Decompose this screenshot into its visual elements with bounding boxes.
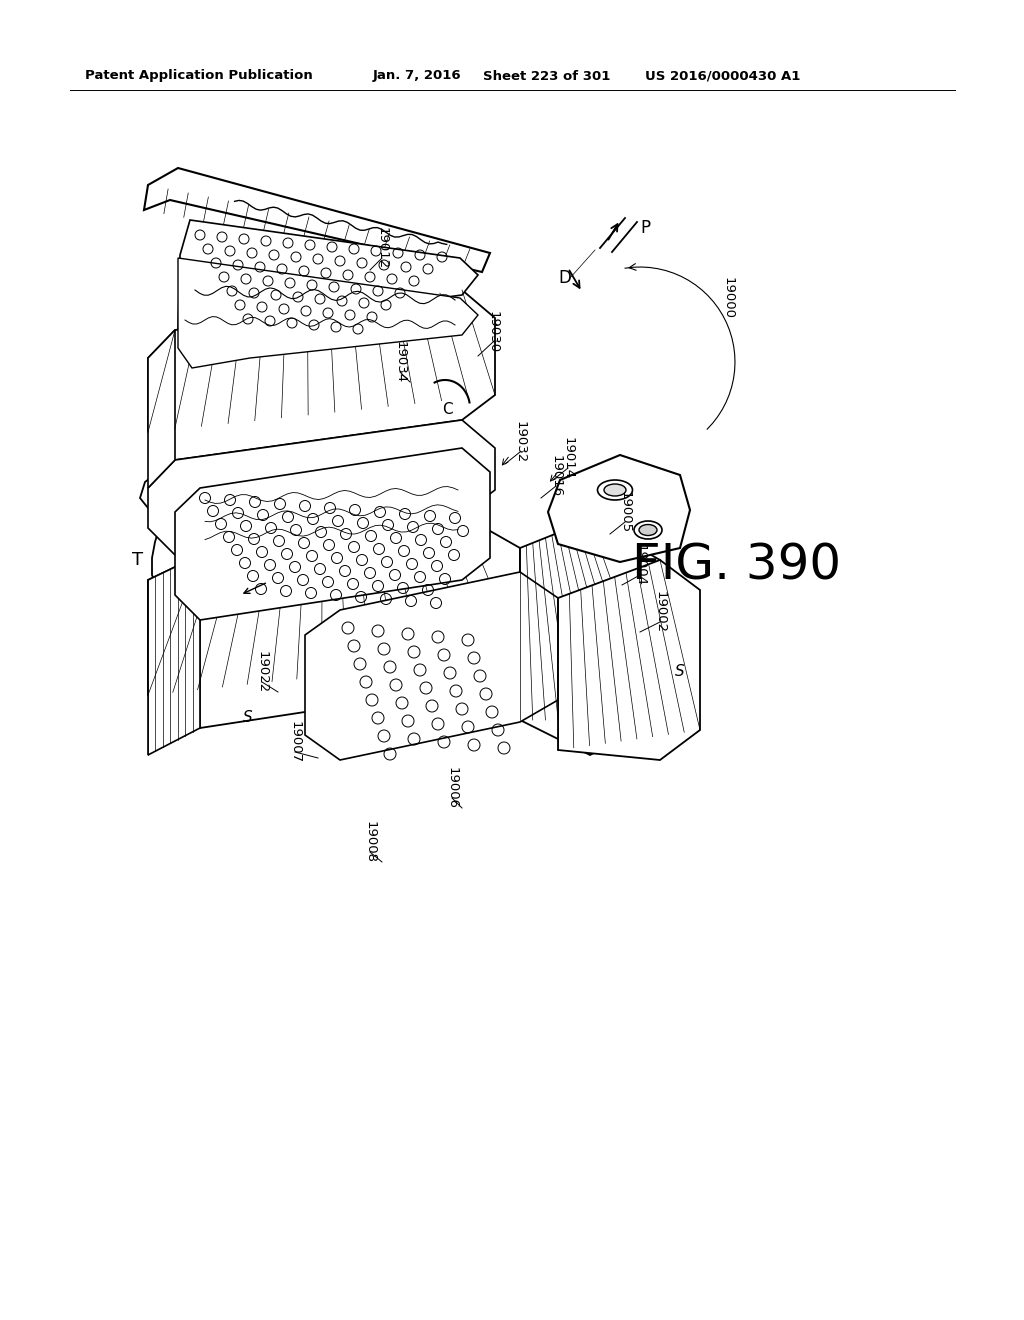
- Polygon shape: [178, 257, 478, 368]
- Polygon shape: [305, 572, 558, 760]
- Ellipse shape: [639, 524, 657, 536]
- Text: 19016: 19016: [550, 455, 562, 498]
- Text: 19032: 19032: [513, 421, 526, 463]
- Text: 19005: 19005: [618, 491, 632, 533]
- Text: 19004: 19004: [634, 544, 646, 586]
- Text: D: D: [558, 269, 570, 286]
- Text: C: C: [441, 403, 453, 417]
- Text: S: S: [243, 710, 253, 726]
- Text: Patent Application Publication: Patent Application Publication: [85, 70, 312, 82]
- Polygon shape: [140, 470, 365, 667]
- Text: 19022: 19022: [256, 651, 268, 693]
- Text: Jan. 7, 2016: Jan. 7, 2016: [373, 70, 462, 82]
- Text: 19034: 19034: [393, 341, 407, 383]
- Text: P: P: [640, 219, 650, 238]
- Text: Sheet 223 of 301: Sheet 223 of 301: [483, 70, 610, 82]
- Text: 19008: 19008: [364, 821, 377, 863]
- Polygon shape: [548, 455, 690, 562]
- Text: 19007: 19007: [289, 721, 301, 763]
- Polygon shape: [148, 290, 495, 459]
- Polygon shape: [148, 554, 200, 755]
- Text: 19000: 19000: [722, 277, 734, 319]
- Polygon shape: [178, 220, 478, 348]
- Polygon shape: [144, 168, 490, 272]
- Text: US 2016/0000430 A1: US 2016/0000430 A1: [645, 70, 801, 82]
- Polygon shape: [148, 330, 175, 488]
- Text: S: S: [675, 664, 685, 680]
- Polygon shape: [520, 520, 660, 755]
- Ellipse shape: [604, 484, 626, 496]
- Polygon shape: [175, 447, 490, 620]
- Text: 19006: 19006: [445, 767, 459, 809]
- Text: FIG. 390: FIG. 390: [632, 541, 841, 589]
- Text: 19012: 19012: [376, 227, 388, 269]
- Text: T: T: [132, 550, 143, 569]
- Polygon shape: [148, 515, 520, 729]
- Text: 19030: 19030: [486, 312, 500, 352]
- Ellipse shape: [597, 480, 633, 500]
- Text: 19014: 19014: [561, 437, 574, 479]
- Polygon shape: [558, 560, 700, 760]
- Text: 19002: 19002: [653, 591, 667, 634]
- Polygon shape: [148, 420, 495, 554]
- Ellipse shape: [634, 521, 662, 539]
